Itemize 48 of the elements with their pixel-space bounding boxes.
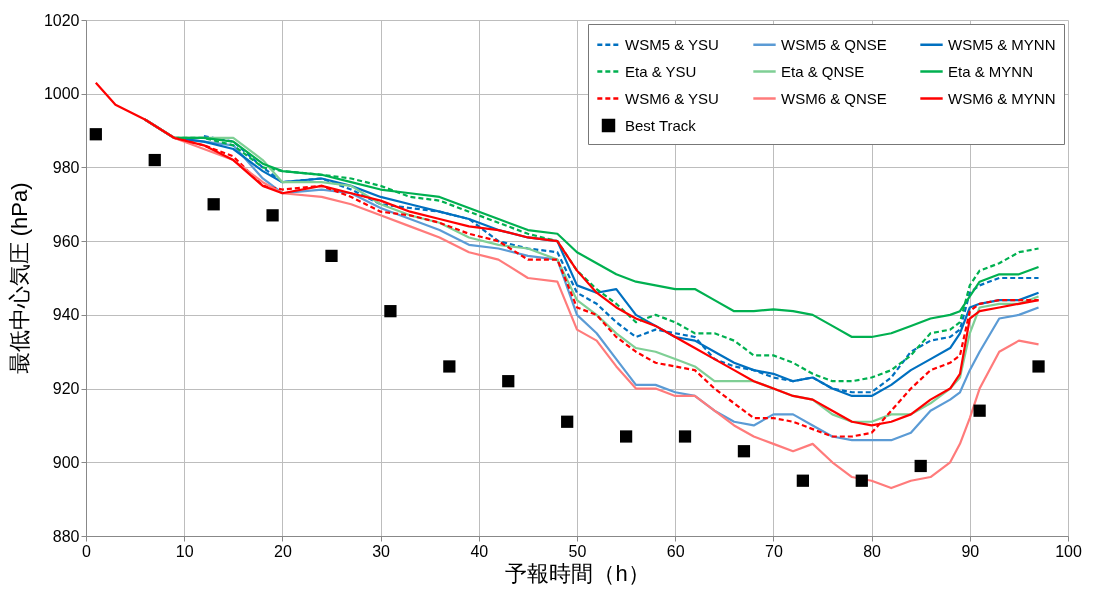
legend-label: Eta & QNSE <box>781 62 865 80</box>
legend-label: WSM5 & QNSE <box>781 35 887 53</box>
y-tick-label: 920 <box>52 380 80 398</box>
x-tick-label: 90 <box>961 542 980 560</box>
x-tick-label: 30 <box>372 542 391 560</box>
point <box>561 415 574 428</box>
y-tick-label: 900 <box>52 453 80 471</box>
point <box>796 474 809 487</box>
point <box>737 445 751 458</box>
legend-label: WSM6 & YSU <box>625 89 719 107</box>
point <box>678 430 692 443</box>
legend-label: WSM6 & MYNN <box>948 89 1056 107</box>
y-tick-label: 960 <box>52 232 80 250</box>
x-tick-label: 100 <box>1055 542 1082 560</box>
x-axis-title: 予報時間（h） <box>505 560 650 586</box>
y-tick-label: 980 <box>52 158 80 176</box>
point <box>148 153 161 167</box>
point <box>973 404 986 417</box>
legend-label: Eta & MYNN <box>948 62 1034 80</box>
legend-label: WSM5 & MYNN <box>948 35 1056 53</box>
y-tick-label: 880 <box>52 527 80 545</box>
point <box>502 375 515 388</box>
x-tick-label: 40 <box>470 542 489 560</box>
legend-label: WSM6 & QNSE <box>781 89 887 107</box>
point <box>855 474 868 487</box>
x-tick-label: 60 <box>666 542 685 560</box>
x-tick-label: 70 <box>765 542 783 560</box>
point <box>914 459 927 473</box>
point <box>325 249 338 263</box>
point <box>619 430 633 443</box>
y-tick-label: 1020 <box>43 11 80 29</box>
x-tick-label: 10 <box>175 542 194 560</box>
x-tick-label: 0 <box>82 542 92 560</box>
point <box>443 360 456 373</box>
x-tick-label: 80 <box>863 542 882 560</box>
y-axis-title: 最低中心気圧 (hPa) <box>6 182 32 375</box>
point <box>1032 360 1045 373</box>
point <box>207 198 220 211</box>
point <box>266 209 279 222</box>
legend-label: Eta & YSU <box>625 62 697 80</box>
legend-label: Best Track <box>625 116 697 134</box>
x-tick-label: 50 <box>568 542 587 560</box>
point <box>384 305 397 318</box>
y-tick-label: 940 <box>52 306 80 324</box>
x-tick-label: 20 <box>274 542 292 560</box>
y-tick-label: 1000 <box>43 85 80 103</box>
point <box>89 128 102 141</box>
legend-label: WSM5 & YSU <box>625 35 719 53</box>
